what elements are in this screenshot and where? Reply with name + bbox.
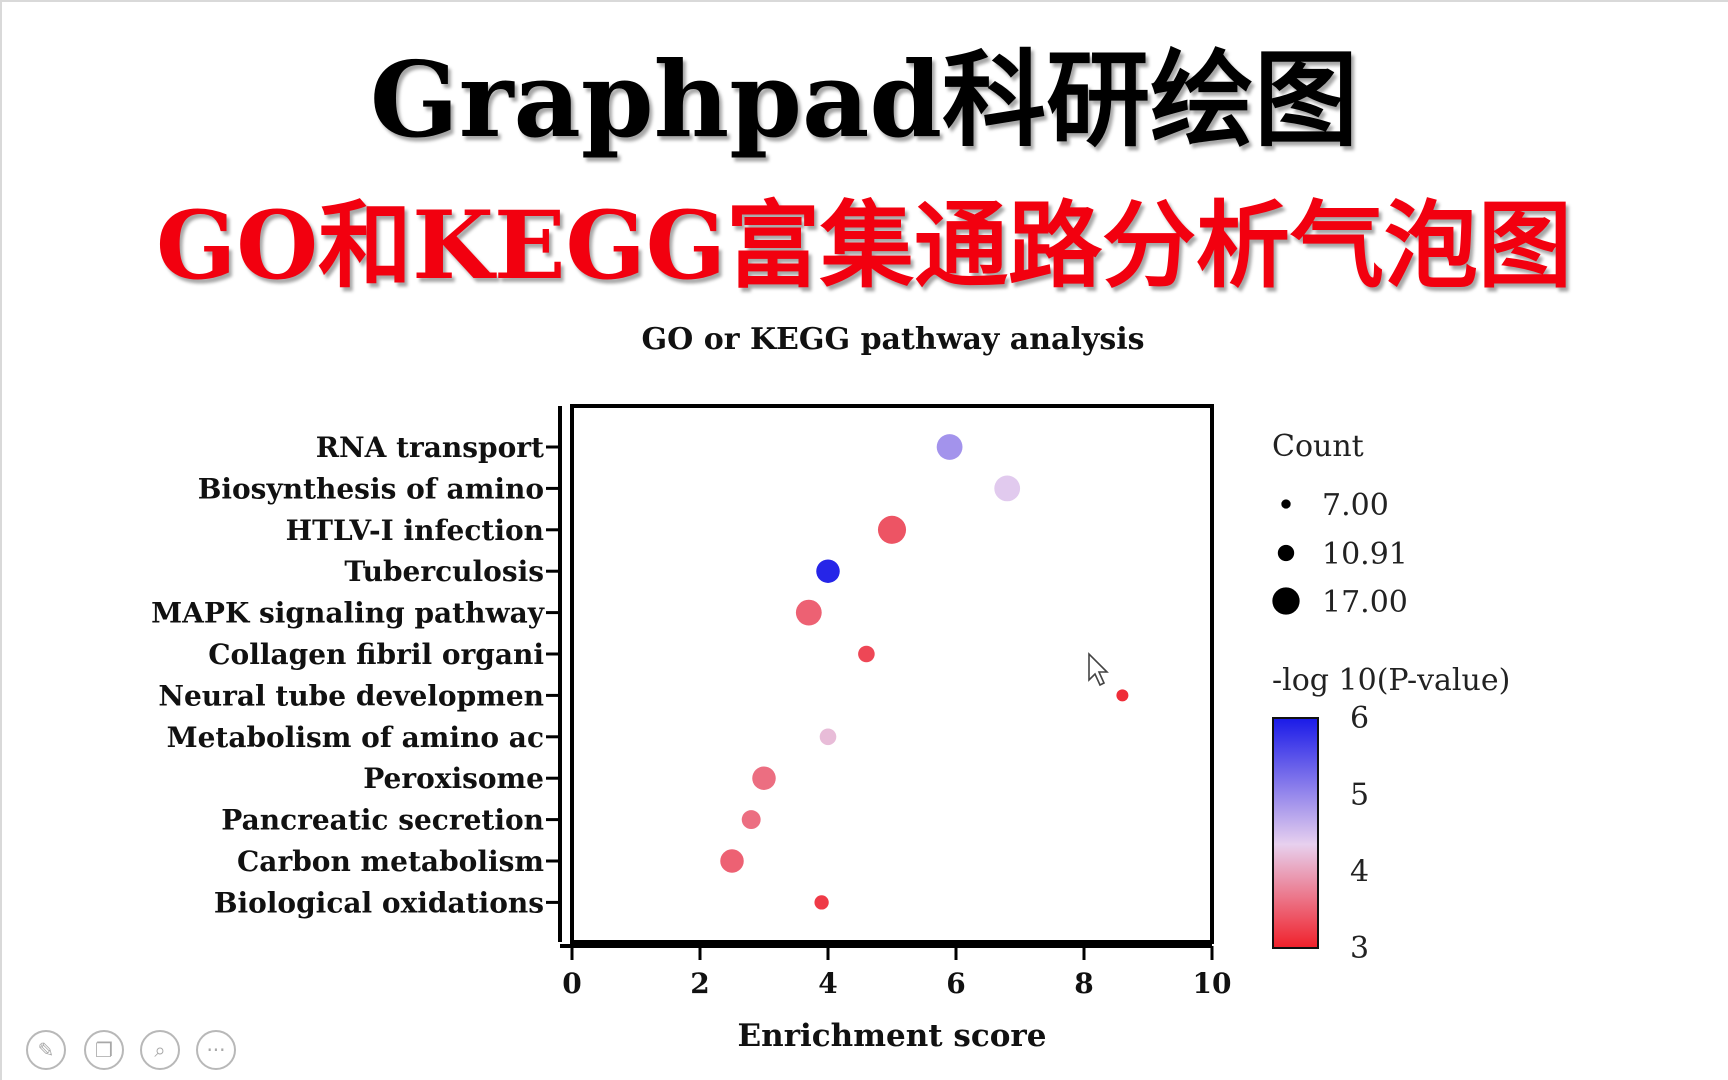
plot-frame (570, 404, 1214, 944)
size-legend: Count 7.00 10.91 17.00 (1272, 429, 1408, 620)
bubble-point (819, 728, 837, 746)
cursor-icon (1088, 652, 1109, 687)
y-tick-label: RNA transport (316, 431, 544, 464)
size-legend-marker (1272, 587, 1300, 615)
bubbles (720, 434, 1129, 910)
bubble-point (858, 645, 875, 663)
pen-icon[interactable]: ✎ (26, 1030, 66, 1070)
y-axis: RNA transport Biosynthesis of amino HTLV-I… (151, 406, 562, 942)
x-tick-label: 0 (562, 967, 581, 1000)
y-tick-label: Carbon metabolism (237, 845, 544, 878)
zoom-icon[interactable]: ⌕ (140, 1030, 180, 1070)
y-tick-label: Collagen fibril organi (208, 638, 544, 671)
y-tick-label: Neural tube developmen (158, 679, 544, 712)
size-legend-label: 10.91 (1322, 537, 1408, 572)
color-legend-tick-label: 4 (1350, 854, 1369, 889)
y-tick-label: Peroxisome (363, 762, 544, 795)
size-legend-marker (1281, 499, 1291, 509)
x-tick-label: 10 (1193, 967, 1232, 1000)
size-legend-title: Count (1272, 429, 1364, 464)
bubble-point (1116, 689, 1129, 702)
y-tick-label: Biological oxidations (214, 886, 544, 919)
x-axis: 0 2 4 6 8 10 (560, 944, 1232, 1000)
x-tick-label: 4 (818, 967, 837, 1000)
chart-title: GO or KEGG pathway analysis (642, 322, 1145, 357)
bubble-point (741, 810, 761, 830)
more-icon[interactable]: ··· (196, 1030, 236, 1070)
y-tick-label: Biosynthesis of amino (198, 472, 544, 505)
color-legend-title: -log 10(P-value) (1272, 663, 1510, 698)
x-tick-label: 2 (690, 967, 709, 1000)
y-tick-label: Metabolism of amino ac (167, 721, 544, 754)
size-legend-label: 17.00 (1322, 585, 1408, 620)
bubble-point (936, 434, 963, 460)
bubble-point (795, 599, 822, 626)
bubble-point (752, 766, 776, 790)
bubble-point (814, 895, 829, 910)
window-border-left (0, 0, 2, 1080)
size-legend-label: 7.00 (1322, 488, 1389, 523)
bubble-point (994, 475, 1021, 502)
x-tick-label: 8 (1074, 967, 1093, 1000)
color-bar (1272, 717, 1319, 949)
bubble-point (877, 515, 907, 544)
y-tick-label: Pancreatic secretion (221, 804, 544, 837)
y-tick-label: HTLV-I infection (286, 514, 544, 547)
bubble-point (720, 849, 744, 873)
y-tick-label: MAPK signaling pathway (151, 597, 545, 630)
y-tick-label: Tuberculosis (344, 555, 544, 588)
x-axis-label: Enrichment score (738, 1018, 1047, 1054)
x-tick-label: 6 (946, 967, 965, 1000)
color-legend: -log 10(P-value) 6 5 4 3 (1272, 663, 1510, 966)
slides-icon[interactable]: ❐ (84, 1030, 124, 1070)
window-border-top (0, 0, 1728, 2)
color-legend-tick-label: 6 (1350, 701, 1369, 736)
color-legend-tick-label: 3 (1350, 931, 1369, 966)
page-title: Graphpad科研绘图 (369, 38, 1359, 161)
color-legend-tick-label: 5 (1350, 778, 1369, 813)
page-subtitle: GO和KEGG富集通路分析气泡图 (155, 191, 1573, 301)
bubble-point (816, 559, 840, 583)
size-legend-marker (1277, 544, 1295, 562)
presentation-toolbar: ✎ ❐ ⌕ ··· (0, 1030, 260, 1074)
